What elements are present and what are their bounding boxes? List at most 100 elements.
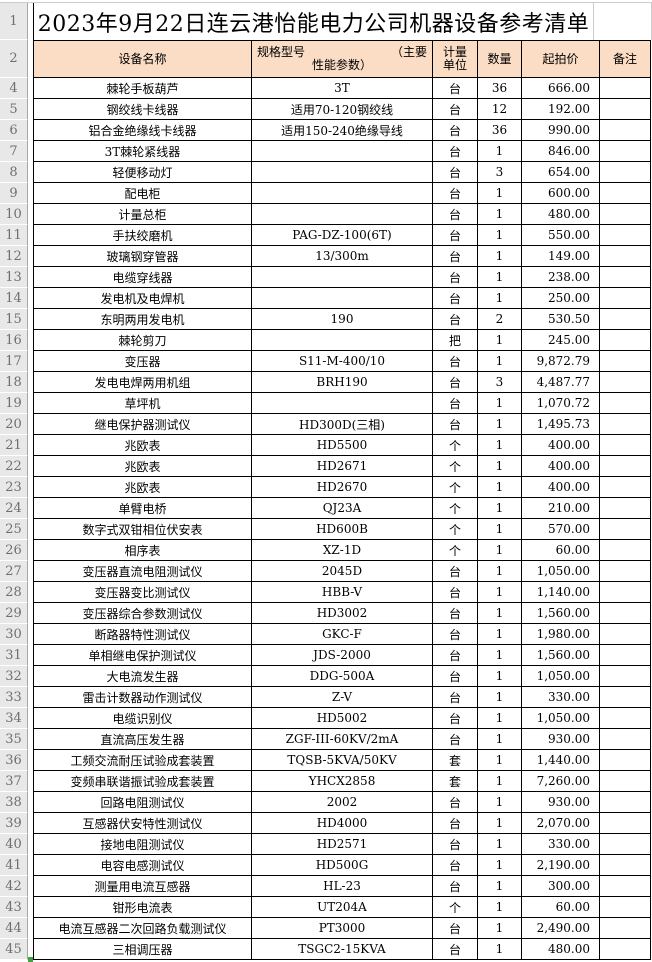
cell-name[interactable]: 直流高压发生器 xyxy=(34,729,252,750)
row-number[interactable]: 25 xyxy=(0,519,28,540)
cell-name[interactable]: 互感器伏安特性测试仪 xyxy=(34,813,252,834)
cell-unit[interactable]: 台 xyxy=(433,855,478,876)
row-number[interactable]: 15 xyxy=(0,309,28,330)
cell-name[interactable]: 玻璃钢穿管器 xyxy=(34,246,252,267)
cell-name[interactable]: 棘轮手板葫芦 xyxy=(34,78,252,99)
row-number[interactable]: 2 xyxy=(0,40,28,78)
cell-price[interactable]: 330.00 xyxy=(522,687,600,708)
cell-spec[interactable]: GKC-F xyxy=(252,624,433,645)
cell-name[interactable]: 电流互感器二次回路负载测试仪 xyxy=(34,918,252,939)
cell-price[interactable]: 846.00 xyxy=(522,141,600,162)
cell-price[interactable]: 570.00 xyxy=(522,519,600,540)
cell-note[interactable] xyxy=(600,393,651,414)
row-number[interactable]: 1 xyxy=(0,3,28,40)
cell-qty[interactable]: 1 xyxy=(478,183,522,204)
cell-note[interactable] xyxy=(600,477,651,498)
cell-qty[interactable]: 1 xyxy=(478,666,522,687)
cell-qty[interactable]: 1 xyxy=(478,435,522,456)
cell-spec[interactable]: PT3000 xyxy=(252,918,433,939)
cell-price[interactable]: 2,070.00 xyxy=(522,813,600,834)
row-number[interactable]: 4 xyxy=(0,78,28,99)
cell-qty[interactable]: 12 xyxy=(478,99,522,120)
cell-qty[interactable]: 1 xyxy=(478,477,522,498)
cell-note[interactable] xyxy=(600,330,651,351)
cell-unit[interactable]: 台 xyxy=(433,309,478,330)
cell-qty[interactable]: 1 xyxy=(478,729,522,750)
cell-price[interactable]: 930.00 xyxy=(522,729,600,750)
row-number[interactable]: 35 xyxy=(0,729,28,750)
cell-qty[interactable]: 1 xyxy=(478,834,522,855)
cell-price[interactable]: 550.00 xyxy=(522,225,600,246)
cell-spec[interactable]: HBB-V xyxy=(252,582,433,603)
cell-price[interactable]: 400.00 xyxy=(522,456,600,477)
sheet-title-cell[interactable]: 2023年9月22日连云港怡能电力公司机器设备参考清单 xyxy=(33,3,593,40)
cell-qty[interactable]: 36 xyxy=(478,78,522,99)
cell-qty[interactable]: 1 xyxy=(478,813,522,834)
column-header-note[interactable]: 备注 xyxy=(600,40,651,78)
cell-qty[interactable]: 3 xyxy=(478,162,522,183)
cell-unit[interactable]: 台 xyxy=(433,603,478,624)
cell-qty[interactable]: 1 xyxy=(478,708,522,729)
cell-name[interactable]: 电缆穿线器 xyxy=(34,267,252,288)
cell-name[interactable]: 变压器变比测试仪 xyxy=(34,582,252,603)
cell-note[interactable] xyxy=(600,624,651,645)
column-header-name[interactable]: 设备名称 xyxy=(34,40,252,78)
row-number[interactable]: 16 xyxy=(0,330,28,351)
cell-name[interactable]: 钢绞线卡线器 xyxy=(34,99,252,120)
cell-name[interactable]: 三相调压器 xyxy=(34,939,252,960)
cell-name[interactable]: 钳形电流表 xyxy=(34,897,252,918)
row-number[interactable]: 30 xyxy=(0,624,28,645)
cell-qty[interactable]: 1 xyxy=(478,288,522,309)
cell-name[interactable]: 大电流发生器 xyxy=(34,666,252,687)
cell-unit[interactable]: 台 xyxy=(433,918,478,939)
cell-price[interactable]: 400.00 xyxy=(522,477,600,498)
cell-spec[interactable]: 2002 xyxy=(252,792,433,813)
cell-qty[interactable]: 1 xyxy=(478,456,522,477)
row-number[interactable]: 19 xyxy=(0,393,28,414)
row-number[interactable]: 37 xyxy=(0,771,28,792)
cell-note[interactable] xyxy=(600,897,651,918)
cell-price[interactable]: 60.00 xyxy=(522,897,600,918)
cell-price[interactable]: 1,050.00 xyxy=(522,708,600,729)
cell-price[interactable]: 330.00 xyxy=(522,834,600,855)
row-number[interactable]: 9 xyxy=(0,183,28,204)
cell-spec[interactable]: HD2671 xyxy=(252,456,433,477)
cell-qty[interactable]: 1 xyxy=(478,225,522,246)
cell-name[interactable]: 兆欧表 xyxy=(34,435,252,456)
cell-name[interactable]: 相序表 xyxy=(34,540,252,561)
cell-unit[interactable]: 个 xyxy=(433,456,478,477)
cell-name[interactable]: 计量总柜 xyxy=(34,204,252,225)
cell-note[interactable] xyxy=(600,645,651,666)
cell-name[interactable]: 电缆识别仪 xyxy=(34,708,252,729)
cell-note[interactable] xyxy=(600,855,651,876)
cell-price[interactable]: 600.00 xyxy=(522,183,600,204)
row-number[interactable]: 42 xyxy=(0,876,28,897)
row-number[interactable]: 38 xyxy=(0,792,28,813)
cell-note[interactable] xyxy=(600,351,651,372)
cell-spec[interactable]: HD300D(三相) xyxy=(252,414,433,435)
cell-note[interactable] xyxy=(600,939,651,960)
cell-price[interactable]: 2,490.00 xyxy=(522,918,600,939)
cell-name[interactable]: 铝合金绝缘线卡线器 xyxy=(34,120,252,141)
cell-note[interactable] xyxy=(600,792,651,813)
cell-unit[interactable]: 台 xyxy=(433,729,478,750)
cell-price[interactable]: 1,560.00 xyxy=(522,645,600,666)
cell-qty[interactable]: 1 xyxy=(478,876,522,897)
cell-note[interactable] xyxy=(600,582,651,603)
cell-name[interactable]: 3T棘轮紧线器 xyxy=(34,141,252,162)
cell-note[interactable] xyxy=(600,729,651,750)
cell-unit[interactable]: 台 xyxy=(433,162,478,183)
cell-note[interactable] xyxy=(600,99,651,120)
cell-note[interactable] xyxy=(600,141,651,162)
cell-qty[interactable]: 1 xyxy=(478,687,522,708)
cell-spec[interactable]: HD4000 xyxy=(252,813,433,834)
cell-name[interactable]: 配电柜 xyxy=(34,183,252,204)
cell-qty[interactable]: 1 xyxy=(478,498,522,519)
row-number[interactable]: 10 xyxy=(0,204,28,225)
cell-name[interactable]: 变压器 xyxy=(34,351,252,372)
cell-price[interactable]: 530.50 xyxy=(522,309,600,330)
row-number[interactable]: 44 xyxy=(0,918,28,939)
column-header-unit[interactable]: 计量 单位 xyxy=(433,40,478,78)
cell-spec[interactable] xyxy=(252,267,433,288)
cell-spec[interactable] xyxy=(252,162,433,183)
